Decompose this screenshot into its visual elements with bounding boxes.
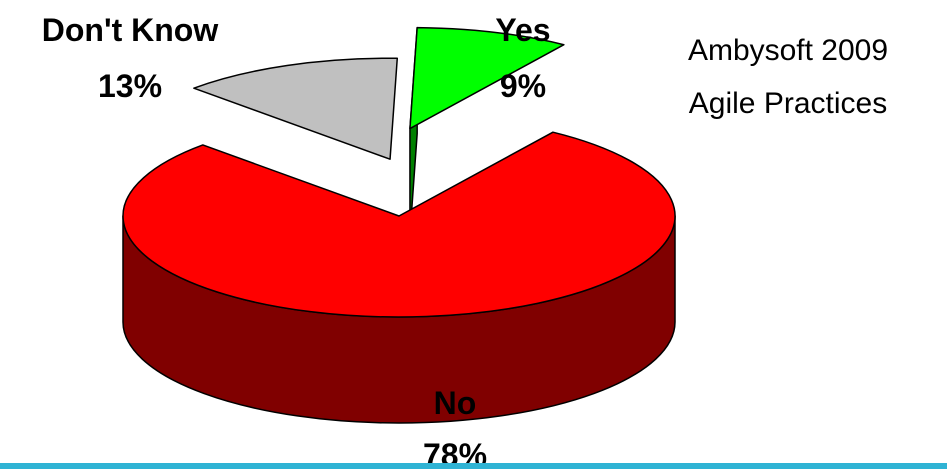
bottom-accent-bar [0,463,947,469]
slice-label-no-name: No [434,385,477,421]
source-note: Ambysoft 2009 Agile Practices [688,34,888,120]
slice-label-yes: Yes 9% [495,12,550,104]
slice-don-t-know [193,57,399,160]
slice-label-dont-know: Don't Know 13% [42,12,219,104]
slice-label-dont-know-value: 13% [98,68,162,104]
source-line-2: Agile Practices [689,87,887,120]
slice-label-yes-name: Yes [495,12,550,48]
slice-no [122,131,676,318]
source-line-1: Ambysoft 2009 [688,34,888,67]
slice-label-dont-know-name: Don't Know [42,12,219,48]
slice-yes [409,26,565,130]
slice-label-yes-value: 9% [500,68,546,104]
pie-slices [122,26,676,424]
